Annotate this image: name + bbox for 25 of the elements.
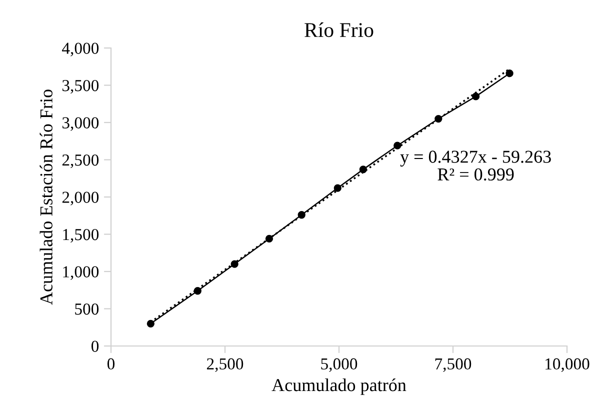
y-tick-label: 0 (91, 340, 99, 352)
point (506, 70, 514, 78)
point (265, 234, 274, 243)
y-axis-title: Acumulado Estación Río Frio (40, 90, 52, 305)
x-tick-label: 5,000 (321, 358, 358, 372)
y-tick-label: 1,000 (63, 266, 99, 280)
y-tick-label: 3,000 (62, 117, 99, 131)
point (394, 142, 402, 150)
point (472, 92, 480, 100)
x-tick-label: 10,000 (546, 358, 590, 372)
x-tick-label: 2,500 (206, 358, 244, 372)
x-tick-label: 0 (107, 358, 115, 370)
y-tick-label: 3,500 (62, 80, 99, 94)
y-tick-label: 2,500 (62, 154, 99, 168)
y-tick-label: 500 (75, 303, 99, 315)
point (230, 260, 238, 268)
point (146, 320, 154, 328)
y-tick-label: 2,000 (62, 192, 99, 206)
x-axis-title: Acumulado patrón (272, 378, 406, 395)
chart-title: Río Frio (304, 22, 374, 38)
y-tick-label: 4,000 (62, 42, 99, 56)
annotation: y = 0.4327x - 59.263 R² = 0.999 (400, 150, 551, 181)
x-tick-label: 7,500 (435, 358, 472, 372)
point (334, 184, 342, 192)
y-tick-label: 1,500 (63, 228, 99, 243)
